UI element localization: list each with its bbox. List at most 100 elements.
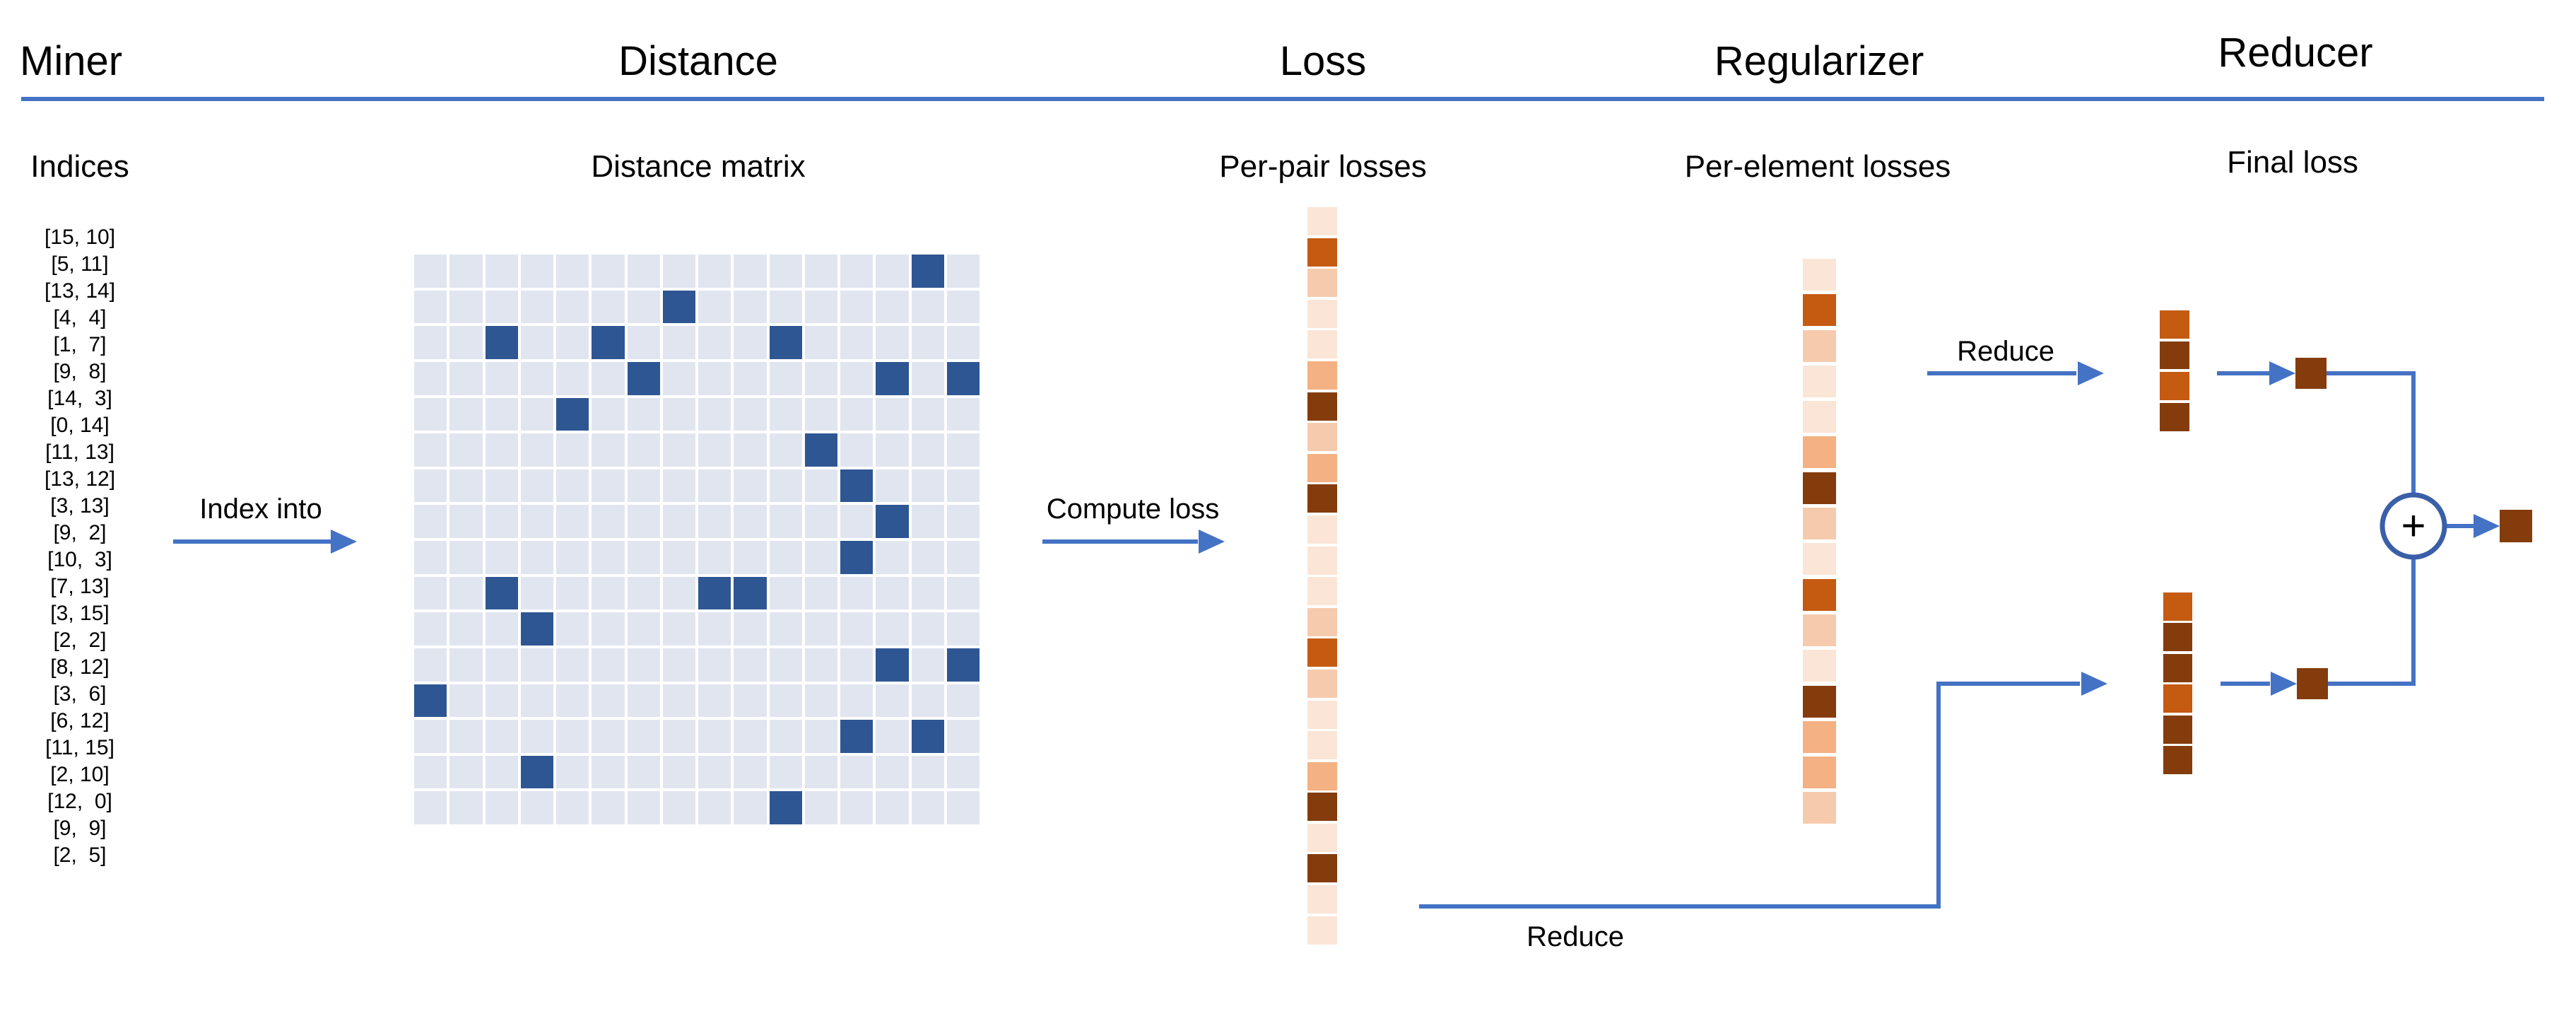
index-pair: [7, 13] [50, 575, 110, 598]
label-compute-loss: Compute loss [1046, 494, 1220, 525]
matrix-cell [556, 433, 589, 467]
matrix-cell [520, 720, 553, 753]
label-reduce-bottom: Reduce [1527, 921, 1624, 952]
matrix-cell-mined [734, 576, 767, 610]
matrix-cell [840, 433, 874, 467]
loss-cell [1803, 650, 1836, 682]
matrix-cell [627, 433, 660, 467]
matrix-cell [769, 290, 802, 324]
matrix-cell [804, 576, 837, 610]
matrix-cell [414, 361, 447, 395]
matrix-cell [946, 505, 980, 538]
per-element-loss-strip [1803, 259, 1836, 824]
matrix-cell [734, 791, 767, 824]
loss-cell [1803, 508, 1836, 540]
top-reduced-square [2295, 358, 2327, 389]
matrix-cell [414, 755, 447, 789]
label-final-loss: Final loss [2227, 145, 2358, 180]
matrix-cell-mined [911, 720, 944, 753]
matrix-cell [769, 755, 802, 789]
label-indices: Indices [30, 149, 129, 184]
matrix-cell [876, 326, 909, 359]
loss-cell [1803, 757, 1836, 789]
reducer-bottom-column [2163, 592, 2192, 774]
matrix-cell-mined [804, 433, 837, 467]
matrix-cell [485, 361, 518, 395]
matrix-cell [946, 541, 980, 574]
index-pair: [4, 4] [53, 306, 107, 329]
label-reduce-top: Reduce [1957, 336, 2054, 367]
matrix-cell [662, 255, 695, 288]
matrix-cell [627, 755, 660, 789]
matrix-cell [946, 433, 980, 467]
matrix-cell [840, 361, 874, 395]
index-pair: [13, 14] [44, 279, 116, 303]
matrix-cell [769, 361, 802, 395]
matrix-cell [698, 612, 731, 646]
matrix-cell [946, 326, 980, 359]
loss-cell [2163, 592, 2192, 621]
index-pair: [3, 15] [50, 602, 110, 625]
matrix-cell-mined [662, 290, 695, 324]
reduce-bottom-elbow-arrow [1419, 682, 2080, 909]
matrix-cell [592, 290, 625, 324]
matrix-cell-mined [627, 361, 660, 395]
loss-cell [2160, 310, 2189, 339]
matrix-cell [627, 791, 660, 824]
matrix-cell [520, 648, 553, 682]
matrix-cell [662, 684, 695, 718]
matrix-cell [911, 433, 944, 467]
matrix-cell [414, 290, 447, 324]
matrix-cell [485, 541, 518, 574]
matrix-cell [769, 397, 802, 431]
matrix-cell [414, 469, 447, 503]
index-pair: [3, 13] [50, 494, 110, 518]
matrix-cell [911, 505, 944, 538]
matrix-cell [414, 791, 447, 824]
matrix-cell [698, 648, 731, 682]
matrix-cell [734, 469, 767, 503]
matrix-cell [804, 720, 837, 753]
matrix-cell [698, 684, 731, 718]
matrix-cell [734, 433, 767, 467]
matrix-cell [592, 541, 625, 574]
loss-cell [2163, 623, 2192, 652]
matrix-cell [520, 397, 553, 431]
final-loss-square [2500, 510, 2532, 542]
matrix-cell [556, 326, 589, 359]
matrix-cell [840, 684, 874, 718]
matrix-cell [911, 648, 944, 682]
loss-cell [1307, 607, 1337, 636]
matrix-cell [520, 505, 553, 538]
matrix-cell [734, 255, 767, 288]
matrix-cell [627, 684, 660, 718]
index-pair: [13, 12] [44, 467, 116, 491]
matrix-cell [449, 433, 483, 467]
matrix-cell [840, 326, 874, 359]
loss-cell [1307, 207, 1337, 235]
loss-cell [1307, 515, 1337, 544]
matrix-cell [627, 397, 660, 431]
matrix-cell [520, 791, 553, 824]
matrix-cell [449, 469, 483, 503]
matrix-cell [769, 648, 802, 682]
matrix-cell [627, 255, 660, 288]
matrix-cell [592, 648, 625, 682]
matrix-cell-mined [414, 684, 447, 718]
matrix-cell [804, 255, 837, 288]
matrix-cell [485, 612, 518, 646]
loss-cell [1307, 392, 1337, 421]
matrix-cell-mined [840, 720, 874, 753]
loss-cell [1803, 472, 1836, 504]
loss-cell [1803, 294, 1836, 327]
matrix-cell [911, 755, 944, 789]
header-miner: Miner [20, 38, 123, 84]
matrix-cell [485, 791, 518, 824]
matrix-cell [734, 648, 767, 682]
plus-icon: + [2401, 502, 2426, 549]
reducer-top-column [2160, 310, 2189, 431]
index-pair: [10, 3] [47, 548, 112, 571]
matrix-cell [804, 469, 837, 503]
matrix-cell [662, 397, 695, 431]
matrix-cell [627, 612, 660, 646]
